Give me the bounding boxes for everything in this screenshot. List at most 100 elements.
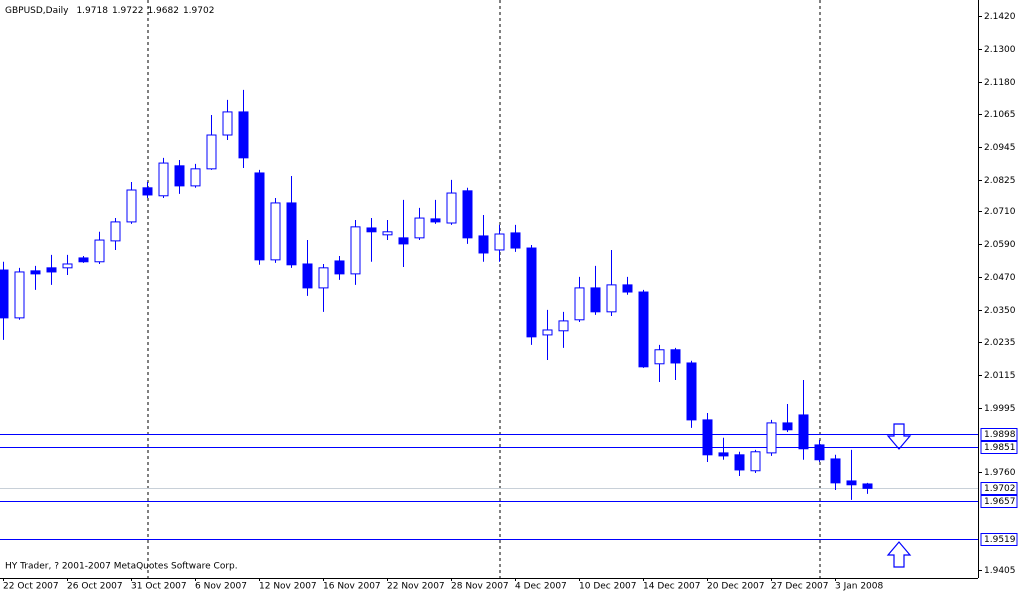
x-tick-label: 10 Dec 2007	[579, 582, 637, 592]
candle-body	[622, 284, 633, 293]
candle-body	[94, 239, 105, 263]
y-tick-label: 2.0590	[984, 240, 1016, 250]
chart-header: GBPUSD,Daily 1.9718 1.9722 1.9682 1.9702	[5, 6, 214, 16]
x-tick-label: 20 Dec 2007	[707, 582, 765, 592]
candle-body	[862, 483, 873, 489]
candle-body	[446, 192, 457, 224]
y-tick-label: 2.0235	[984, 338, 1016, 348]
level-label: 1.9851	[984, 443, 1016, 453]
candle-body	[846, 480, 857, 486]
level-label-box	[980, 495, 1018, 508]
candle-body	[414, 217, 425, 239]
y-tick-label: 2.0470	[984, 273, 1016, 283]
candle-body	[430, 218, 441, 223]
candle-body	[206, 134, 217, 170]
candle-body	[782, 422, 793, 431]
header-low: 1.9682	[147, 6, 179, 16]
candle-body	[174, 165, 185, 187]
level-label: 1.9898	[984, 430, 1016, 440]
candle-body	[702, 419, 713, 456]
header-close: 1.9702	[183, 6, 215, 16]
copyright-note: HY Trader, ? 2001-2007 MetaQuotes Softwa…	[5, 562, 238, 572]
candle-body	[78, 257, 89, 263]
candle-body	[30, 270, 41, 275]
candle-body	[14, 271, 25, 319]
candle-body	[478, 235, 489, 254]
candle-body	[670, 349, 681, 364]
x-tick-label: 3 Jan 2008	[835, 582, 883, 592]
x-tick-label: 22 Oct 2007	[3, 582, 59, 592]
candle-body	[830, 458, 841, 484]
candle-body	[750, 451, 761, 472]
candle-body	[558, 320, 569, 332]
candle-body	[542, 329, 553, 336]
x-tick-label: 4 Dec 2007	[515, 582, 567, 592]
candle-body	[734, 454, 745, 471]
candle-body	[382, 231, 393, 236]
symbol-title: GBPUSD,Daily	[5, 6, 69, 16]
buy-arrow	[886, 541, 912, 568]
x-tick-label: 27 Dec 2007	[771, 582, 829, 592]
y-tick-label: 1.9995	[984, 404, 1016, 414]
candle-body	[142, 187, 153, 196]
y-tick-label: 2.1300	[984, 45, 1016, 55]
candle-body	[46, 267, 57, 273]
candle-body	[718, 452, 729, 457]
candle-body	[350, 226, 361, 275]
x-tick-label: 12 Nov 2007	[259, 582, 317, 592]
x-tick-label: 26 Oct 2007	[67, 582, 123, 592]
candle-body	[654, 349, 665, 365]
level-label-box	[980, 533, 1018, 546]
level-label: 1.9657	[984, 497, 1016, 507]
y-tick-label: 2.0945	[984, 143, 1016, 153]
y-tick-label: 1.9760	[984, 468, 1016, 478]
level-label-box	[980, 428, 1018, 441]
candle-body	[494, 233, 505, 251]
candle-body	[0, 269, 9, 319]
candle-body	[798, 414, 809, 450]
candle-body	[254, 172, 265, 261]
candle-body	[462, 190, 473, 239]
y-tick-label: 2.0710	[984, 207, 1016, 217]
x-tick-label: 31 Oct 2007	[131, 582, 187, 592]
candle-body	[238, 111, 249, 159]
header-high: 1.9722	[112, 6, 144, 16]
level-label: 1.9519	[984, 535, 1016, 545]
header-open: 1.9718	[76, 6, 108, 16]
candle-body	[158, 162, 169, 197]
x-tick-label: 16 Nov 2007	[323, 582, 381, 592]
candle-body	[638, 291, 649, 368]
x-tick-label: 28 Nov 2007	[451, 582, 509, 592]
candle-body	[318, 267, 329, 289]
y-tick-label: 2.0350	[984, 306, 1016, 316]
level-label-box	[980, 441, 1018, 454]
candle-body	[270, 202, 281, 261]
y-tick-label: 2.0825	[984, 176, 1016, 186]
x-tick-label: 14 Dec 2007	[643, 582, 701, 592]
y-tick-label: 1.9405	[984, 566, 1016, 576]
x-tick-label: 6 Nov 2007	[195, 582, 247, 592]
candle-body	[814, 444, 825, 461]
y-tick-label: 2.1180	[984, 78, 1016, 88]
candle-body	[222, 111, 233, 136]
candle-body	[190, 168, 201, 187]
candle-body	[686, 362, 697, 421]
y-tick-label: 2.0115	[984, 371, 1016, 381]
candle-body	[510, 232, 521, 249]
candle-body	[526, 247, 537, 338]
candle-body	[590, 287, 601, 313]
candle-body	[286, 202, 297, 266]
candle-body	[110, 221, 121, 242]
bid-label-box	[980, 482, 1018, 495]
y-tick-label: 2.1420	[984, 12, 1016, 22]
candle-body	[126, 189, 137, 223]
candle-body	[334, 260, 345, 275]
y-tick-label: 2.1065	[984, 110, 1016, 120]
candle-body	[62, 263, 73, 269]
candle-body	[302, 263, 313, 289]
candle-body	[606, 284, 617, 313]
x-tick-label: 22 Nov 2007	[387, 582, 445, 592]
candle-body	[398, 237, 409, 245]
